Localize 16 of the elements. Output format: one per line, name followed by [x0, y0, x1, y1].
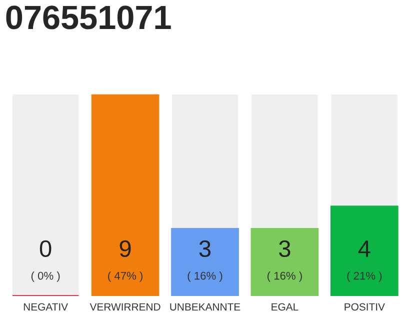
data-label: 3 — [199, 240, 211, 258]
data-label: 9 — [120, 240, 131, 258]
data-label: 3 — [279, 240, 290, 258]
data-label: 4 — [358, 240, 370, 257]
annotation: ( 0% ) — [31, 272, 60, 282]
annotation: ( 47% ) — [108, 272, 143, 282]
annotation: ( 16% ) — [267, 272, 302, 282]
x-tick-label: UNBEKANNTE — [170, 303, 240, 311]
annotation: ( 21% ) — [347, 272, 382, 282]
x-tick-label: EGAL — [272, 303, 298, 311]
data-label: 0 — [40, 240, 52, 258]
chart-title: 076551071 — [6, 6, 171, 30]
annotation: ( 16% ) — [188, 272, 222, 282]
x-tick-label: VERWIRREND — [90, 303, 160, 310]
x-tick-label: POSITIV — [344, 303, 385, 311]
x-tick-label: NEGATIV — [24, 303, 68, 311]
